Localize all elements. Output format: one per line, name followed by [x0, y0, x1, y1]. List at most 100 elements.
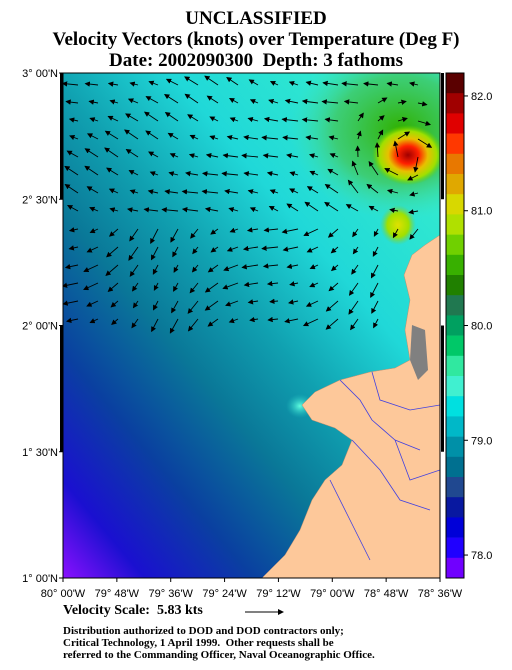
velocity-vector [377, 115, 385, 122]
velocity-vector [397, 99, 407, 105]
velocity-vector [129, 228, 139, 242]
velocity-vector [124, 129, 139, 140]
velocity-vector [409, 228, 419, 240]
velocity-vector [302, 318, 319, 327]
velocity-vector [132, 300, 139, 309]
velocity-vector [221, 171, 239, 177]
velocity-vector [229, 227, 239, 233]
velocity-vector [63, 282, 79, 288]
velocity-vector [89, 318, 99, 324]
velocity-vector [143, 111, 159, 122]
velocity-vector [289, 188, 299, 194]
velocity-vector [325, 318, 339, 330]
velocity-vector [351, 160, 359, 176]
velocity-vector [288, 80, 299, 87]
warm-patch [380, 205, 416, 245]
velocity-vector [222, 153, 239, 159]
velocity-vector [225, 300, 239, 307]
velocity-vector [204, 282, 219, 293]
velocity-vector [168, 171, 179, 177]
velocity-vector [373, 318, 379, 329]
velocity-vector [187, 318, 199, 332]
velocity-vector [356, 130, 362, 140]
velocity-vector [407, 174, 419, 181]
velocity-vector [67, 204, 79, 212]
velocity-vector [125, 148, 139, 158]
velocity-vector [267, 316, 279, 323]
colorbar-swatch [446, 416, 464, 437]
velocity-vector [248, 79, 259, 86]
velocity-vector [288, 299, 299, 305]
velocity-vector [181, 189, 199, 195]
velocity-vector [241, 264, 259, 270]
colorbar-label: 82.0 [471, 91, 492, 103]
velocity-vector [86, 246, 99, 253]
lon-tick-label: 79° 24'W [202, 588, 247, 600]
velocity-vector [393, 140, 399, 158]
velocity-vector [107, 81, 119, 87]
velocity-vector [165, 78, 179, 86]
notice-line: Distribution authorized to DOD and DOD c… [63, 625, 344, 637]
velocity-vector [147, 189, 159, 195]
velocity-vector [343, 99, 359, 105]
velocity-vector [204, 300, 219, 311]
velocity-vector [268, 205, 279, 212]
velocity-vector [289, 281, 299, 287]
velocity-vector [305, 80, 319, 86]
velocity-vector [242, 245, 259, 252]
lat-tick-label: 1° 30'N [22, 447, 58, 459]
velocity-vector [357, 112, 364, 122]
colorbar-label: 81.0 [471, 206, 492, 218]
velocity-vector [281, 117, 299, 123]
lat-tick-label: 2° 00'N [22, 321, 58, 333]
velocity-vector [83, 282, 99, 291]
velocity-vector [371, 300, 379, 314]
velocity-vector [207, 264, 219, 273]
velocity-vector [173, 264, 179, 273]
velocity-vector [89, 117, 99, 123]
velocity-vector [181, 206, 199, 213]
velocity-vector [169, 318, 179, 334]
colorbar-swatch [446, 376, 464, 397]
velocity-vector [348, 282, 359, 296]
velocity-vector [84, 81, 99, 87]
velocity-vector [386, 81, 399, 87]
velocity-vector [306, 186, 319, 194]
velocity-vector [304, 201, 319, 212]
velocity-vector [151, 246, 159, 261]
velocity-vector [167, 132, 179, 140]
velocity-vector [68, 245, 79, 251]
velocity-scale: Velocity Scale: 5.83 kts [63, 603, 203, 618]
velocity-vector [66, 317, 79, 324]
velocity-vector [341, 81, 359, 87]
colorbar-swatch [446, 517, 464, 538]
velocity-vector [184, 93, 199, 104]
classification: UNCLASSIFIED [185, 8, 326, 29]
velocity-vector [282, 135, 299, 141]
velocity-vector [188, 153, 199, 159]
lagoon [410, 325, 428, 380]
colorbar-label: 78.0 [471, 550, 492, 562]
colorbar-label: 80.0 [471, 321, 492, 333]
velocity-vector [224, 188, 239, 195]
velocity-vector [268, 98, 279, 105]
velocity-vector [330, 246, 339, 254]
lon-tick-label: 79° 36'W [149, 588, 194, 600]
velocity-vector [347, 179, 359, 194]
velocity-vector [202, 171, 219, 177]
colorbar-swatch [446, 153, 464, 175]
velocity-vector [187, 300, 199, 314]
velocity-vectors [63, 75, 433, 334]
velocity-vector [192, 246, 199, 255]
velocity-vector [63, 81, 79, 87]
velocity-vector [372, 246, 379, 257]
velocity-vector [352, 228, 359, 238]
velocity-vector [184, 76, 199, 86]
velocity-vector [301, 117, 319, 123]
velocity-vector [127, 207, 139, 213]
velocity-vector [145, 96, 159, 104]
velocity-vector [185, 171, 199, 177]
velocity-vector [151, 318, 159, 333]
velocity-vector [109, 207, 119, 213]
